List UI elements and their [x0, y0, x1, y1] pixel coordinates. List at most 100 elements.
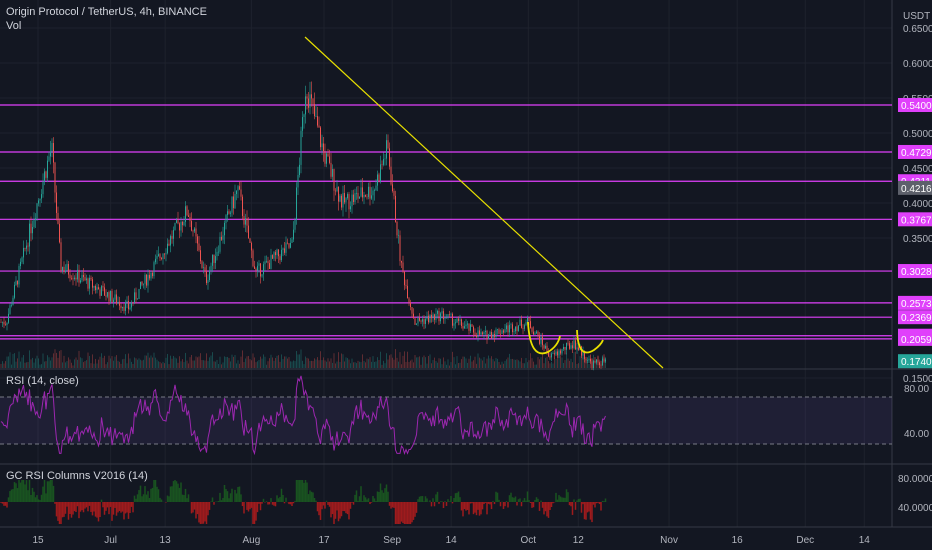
- candle-body: [357, 192, 359, 199]
- candle-body: [98, 287, 99, 290]
- gc-tick: 80.0000: [898, 474, 932, 485]
- candle-body: [438, 310, 440, 322]
- candle-body: [558, 350, 560, 356]
- candle-body: [369, 186, 371, 199]
- gc-column: [471, 502, 473, 504]
- candle-body: [120, 305, 122, 309]
- volume-bar: [231, 354, 233, 368]
- candle-body: [53, 143, 54, 163]
- candle-body: [81, 274, 83, 281]
- candle-body: [350, 206, 351, 210]
- volume-bar: [21, 357, 23, 368]
- candle-body: [201, 261, 203, 268]
- candle-body: [509, 324, 510, 333]
- horizontal-levels[interactable]: [0, 104, 892, 340]
- volume-bar: [440, 358, 441, 368]
- gc-column: [283, 502, 286, 504]
- volume-bar: [329, 361, 330, 368]
- time-axis[interactable]: 15 Jul 13 Aug 17 Sep 14 Oct 12 Nov 16 Dec 14: [32, 535, 870, 546]
- gc-title[interactable]: GC RSI Columns V2016 (14): [6, 470, 148, 482]
- candle-body: [320, 127, 321, 148]
- gc-column: [81, 502, 83, 511]
- volume-bar: [348, 359, 350, 368]
- candle-body: [573, 340, 575, 349]
- candle-body: [309, 94, 311, 108]
- gc-column: [187, 494, 190, 502]
- volume-bar: [2, 361, 3, 368]
- candle-body: [464, 326, 465, 329]
- price-tick: 0.6000: [903, 59, 932, 70]
- candle-body: [546, 345, 548, 352]
- gc-column: [150, 488, 152, 502]
- volume-bar: [461, 359, 462, 368]
- volume-label[interactable]: Vol: [6, 20, 21, 32]
- volume-bar: [218, 363, 219, 368]
- volume-bar: [12, 353, 14, 368]
- gc-column: [112, 502, 115, 515]
- candle-body: [414, 318, 416, 325]
- candle-body: [594, 360, 596, 363]
- volume-bar: [399, 352, 401, 368]
- candle-body: [530, 321, 531, 328]
- candle-body: [492, 334, 494, 339]
- cup-annotation[interactable]: [527, 321, 561, 355]
- volume-bar: [180, 361, 182, 368]
- volume-bar: [294, 361, 296, 368]
- rsi-title[interactable]: RSI (14, close): [6, 375, 79, 387]
- gc-column: [90, 502, 92, 512]
- gc-column: [576, 500, 578, 502]
- gc-column: [223, 484, 226, 502]
- gc-column: [114, 502, 116, 508]
- candle-body: [467, 323, 468, 325]
- volume-bar: [389, 355, 390, 368]
- trendline[interactable]: [304, 36, 664, 369]
- gc-column: [139, 485, 142, 502]
- gc-column: [249, 502, 251, 510]
- chart-title[interactable]: Origin Protocol / TetherUS, 4h, BINANCE: [6, 6, 207, 18]
- candle-body: [192, 230, 194, 232]
- gc-column: [169, 486, 172, 502]
- candle-body: [182, 221, 183, 226]
- candle-body: [539, 335, 540, 344]
- volume-bar: [312, 360, 314, 368]
- gc-column: [418, 496, 421, 502]
- gc-column: [82, 502, 85, 513]
- volume-bar: [383, 360, 384, 368]
- volume-bar: [210, 355, 212, 368]
- candle-body: [114, 294, 116, 300]
- volume-bar: [129, 358, 131, 368]
- candle-body: [291, 239, 293, 243]
- volume-bar: [29, 350, 30, 368]
- gc-column: [601, 500, 604, 502]
- candle-body: [237, 186, 239, 191]
- candle-body: [173, 229, 174, 239]
- candle-body: [338, 186, 339, 202]
- candle-body: [213, 254, 215, 263]
- gc-column: [130, 502, 133, 507]
- gc-column: [55, 502, 58, 517]
- gc-column: [459, 497, 461, 502]
- gc-column: [294, 500, 296, 502]
- candle-body: [140, 281, 141, 289]
- gc-column: [466, 502, 469, 510]
- volume-bar: [30, 359, 32, 368]
- candle-body: [576, 347, 578, 350]
- gc-column: [339, 502, 341, 519]
- gc-column: [270, 498, 272, 502]
- volume-bar: [128, 353, 129, 368]
- gc-column: [132, 502, 134, 513]
- gc-column: [513, 497, 515, 502]
- volume-bar: [90, 363, 92, 368]
- gc-column: [61, 502, 64, 518]
- candle-body: [531, 327, 533, 332]
- candle-body: [521, 319, 522, 328]
- gc-column: [477, 502, 479, 510]
- cup-annotation[interactable]: [576, 329, 604, 354]
- gc-column: [37, 499, 40, 502]
- gc-column: [544, 502, 547, 512]
- candle-body: [188, 215, 189, 217]
- gc-column: [579, 498, 581, 502]
- candle-body: [272, 255, 273, 259]
- volume-bar: [510, 359, 512, 368]
